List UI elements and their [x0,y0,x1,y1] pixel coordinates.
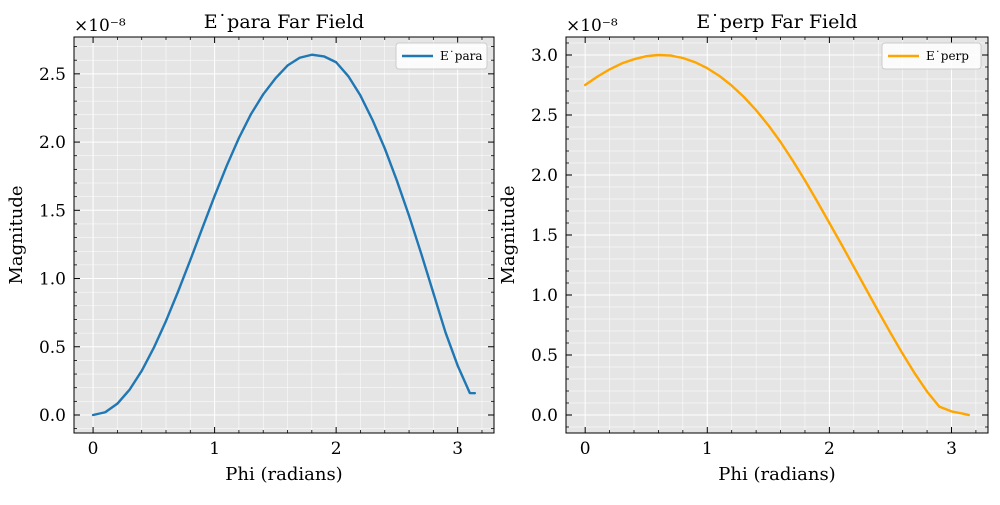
legend-box [395,42,488,70]
x-tick-label: 0 [88,439,99,459]
y-offset-text: ×10⁻⁸ [74,16,126,36]
y-tick-label: 1.0 [531,286,558,306]
legend: E˙para [395,42,488,70]
y-tick-label: 2.0 [531,166,558,186]
x-tick-label: 1 [209,439,220,459]
y-tick-label: 0.0 [531,406,558,426]
chart-title: E˙para Far Field [204,11,364,33]
y-tick-label: 0.5 [531,346,558,366]
x-tick-label: 3 [452,439,463,459]
y-axis-label: Magnitude [6,185,27,284]
x-tick-label: 1 [702,439,713,459]
x-axis-label: Phi (radians) [225,464,342,485]
ticks [566,37,988,433]
x-tick-label: 0 [580,439,591,459]
chart-panel-2: 0 1 2 3 0.0 0.5 1.0 1.5 2.0 2.5 3.0 ×10⁻⁸ E˙perp Far… [498,11,989,485]
legend-box [881,42,982,70]
y-tick-label: 2.5 [39,65,66,85]
y-tick-label: 0.0 [39,406,66,426]
x-tick-label: 3 [946,439,957,459]
legend-label: E˙perp [926,49,969,63]
axes-frame [73,36,495,434]
ticks [74,37,494,433]
y-tick-label: 2.5 [531,106,558,126]
x-axis-label: Phi (radians) [718,464,835,485]
grid [566,37,988,433]
y-tick-label: 0.5 [39,338,66,358]
chart-title: E˙perp Far Field [696,11,857,33]
y-tick-label: 3.0 [531,46,558,66]
legend-label: E˙para [440,49,483,63]
y-tick-label: 1.0 [39,270,66,290]
series-line-1 [91,53,477,417]
series-line-1 [583,53,970,417]
y-tick-label: 2.0 [39,133,66,153]
legend: E˙perp [881,42,982,70]
x-tick-label: 2 [331,439,342,459]
y-tick-label: 1.5 [39,201,66,221]
y-offset-text: ×10⁻⁸ [566,16,618,36]
y-axis-label: Magnitude [498,185,519,284]
chart-panel-1: 0 1 2 3 0.0 0.5 1.0 1.5 2.0 2.5 ×10⁻⁸ E˙para Far Fi… [6,11,495,485]
x-tick-label: 2 [824,439,835,459]
y-tick-label: 1.5 [531,226,558,246]
plot-area [74,37,494,433]
